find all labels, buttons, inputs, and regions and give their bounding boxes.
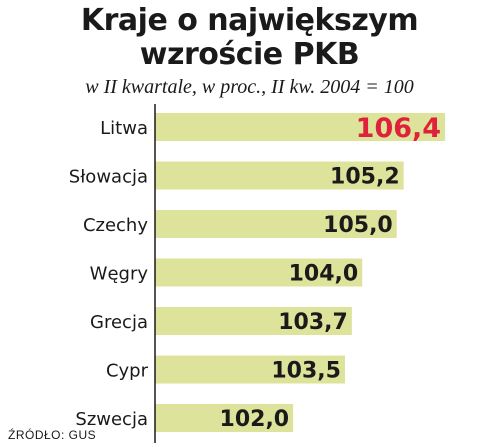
category-label-4: Węgry — [90, 264, 149, 285]
value-label-6: 103,5 — [271, 359, 341, 384]
value-label-5: 103,7 — [278, 310, 348, 335]
bar-4 — [155, 258, 363, 287]
value-label-1: 106,4 — [356, 113, 441, 144]
bar-5 — [155, 307, 352, 335]
bar-3 — [155, 210, 397, 238]
category-label-6: Cypr — [106, 361, 149, 382]
category-label-7: Szwecja — [75, 409, 148, 430]
source-note: ŹRÓDŁO: GUS — [8, 428, 97, 442]
bar-1 — [155, 113, 446, 141]
chart-title-line-2: wzroście PKB — [139, 37, 360, 72]
category-label-2: Słowacja — [69, 167, 148, 188]
value-label-7: 102,0 — [220, 407, 290, 432]
bar-2 — [155, 161, 404, 190]
bar-6 — [155, 355, 345, 384]
category-label-5: Grecja — [90, 312, 148, 333]
value-label-4: 104,0 — [289, 262, 359, 287]
bars-group — [155, 113, 446, 432]
category-label-1: Litwa — [100, 118, 148, 139]
chart-subtitle: w II kwartale, w proc., II kw. 2004 = 10… — [85, 76, 414, 98]
value-labels-group: 106,4 105,2 105,0 104,0 103,7 103,5 102,0 — [220, 113, 442, 432]
bar-7 — [155, 404, 294, 432]
category-labels-group: Litwa Słowacja Czechy Węgry Grecja Cypr Szwecj… — [69, 118, 149, 430]
category-label-3: Czechy — [83, 215, 148, 236]
chart-title-line-1: Kraje o największym — [80, 3, 419, 38]
value-label-3: 105,0 — [323, 213, 393, 238]
value-label-2: 105,2 — [330, 165, 400, 190]
